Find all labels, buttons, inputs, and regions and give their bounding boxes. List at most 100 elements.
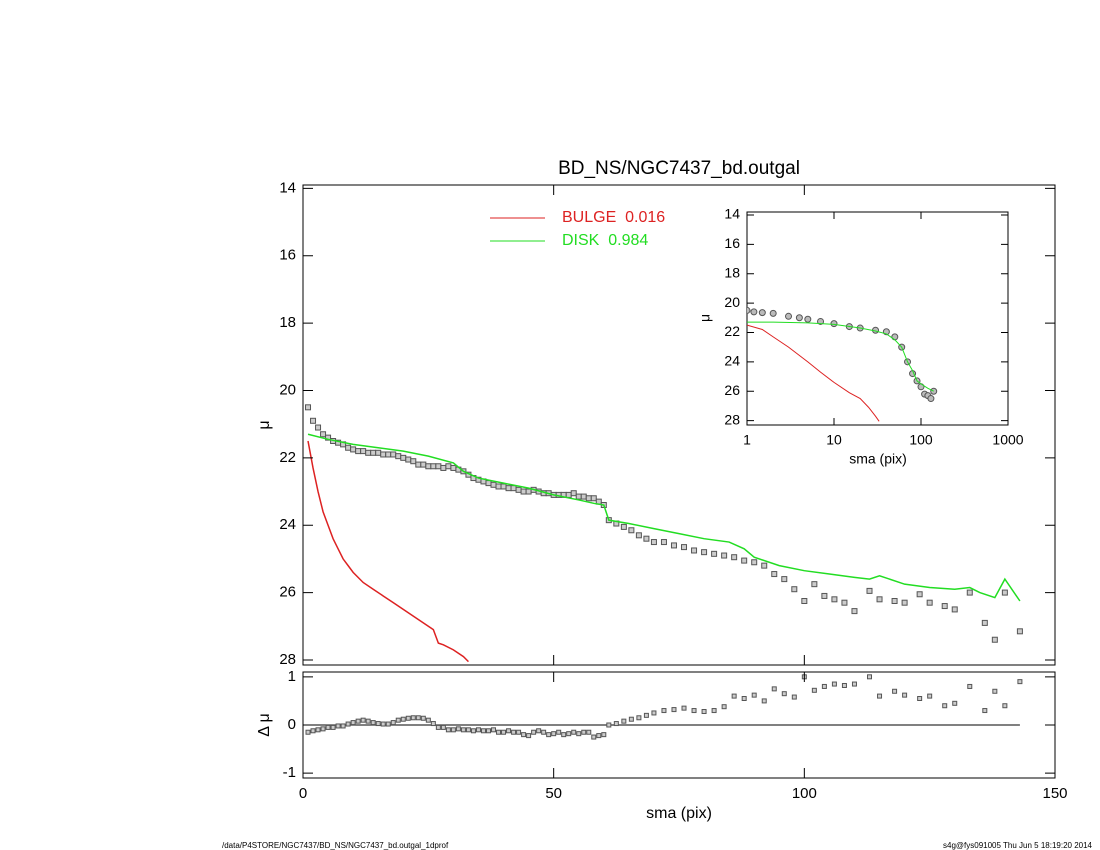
data-point — [425, 463, 432, 470]
data-point — [771, 571, 778, 578]
data-point — [565, 491, 572, 498]
residual-point — [355, 718, 361, 724]
residual-point — [340, 723, 346, 729]
residual-point — [661, 708, 667, 714]
residual-point — [701, 709, 707, 715]
y-tick-label: 16 — [279, 247, 296, 264]
legend-label: BULGE 0.016 — [562, 209, 665, 226]
residual-point — [781, 691, 787, 697]
y-tick-label: 18 — [724, 264, 740, 280]
data-point — [1001, 589, 1008, 596]
residual-point — [350, 720, 356, 726]
residual-point — [606, 722, 612, 728]
residual-point — [541, 729, 547, 735]
residual-point — [410, 715, 416, 721]
y-tick-label: 24 — [724, 353, 740, 369]
residual-point — [628, 716, 634, 722]
model-line — [307, 433, 1021, 602]
legend-label: DISK 0.984 — [562, 232, 648, 249]
residual-point — [651, 710, 657, 716]
residual-point — [491, 727, 497, 733]
residual-point — [1017, 679, 1023, 685]
residual-point — [496, 729, 502, 735]
data-point — [831, 596, 838, 603]
data-point — [380, 451, 387, 458]
residual-point — [330, 724, 336, 730]
x-axis-label: sma (pix) — [646, 805, 712, 822]
residual-point — [320, 726, 326, 732]
data-point — [750, 308, 758, 316]
data-point — [791, 586, 798, 593]
residual-point — [516, 729, 522, 735]
residual-point — [1002, 703, 1008, 709]
residual-point — [771, 686, 777, 692]
y-tick-label: 18 — [279, 314, 296, 331]
x-tick-label: 50 — [545, 785, 562, 802]
data-point — [660, 539, 667, 546]
residual-point — [892, 688, 898, 694]
residual-point — [536, 728, 542, 734]
data-point — [866, 587, 873, 594]
model-line — [747, 324, 880, 422]
data-point — [375, 449, 382, 456]
data-point — [769, 309, 777, 317]
data-point — [570, 490, 577, 497]
data-point — [525, 488, 532, 495]
residual-point — [613, 721, 619, 727]
residual-point — [556, 729, 562, 735]
data-point — [761, 562, 768, 569]
x-tick-label: 10 — [826, 432, 842, 448]
residual-point — [405, 715, 411, 721]
data-point — [811, 581, 818, 588]
residual-point — [942, 703, 948, 709]
data-point — [650, 539, 657, 546]
data-point — [310, 417, 317, 424]
data-point — [575, 493, 582, 500]
x-tick-label: 0 — [299, 785, 307, 802]
x-tick-label: 1 — [743, 432, 751, 448]
footer-left: /data/P4STORE/NGC7437/BD_NS/NGC7437_bd.o… — [222, 841, 449, 850]
residual-y-label: Δ μ — [256, 713, 273, 736]
residual-point — [440, 724, 446, 730]
y-tick-label: 28 — [724, 411, 740, 427]
residual-point — [546, 732, 552, 738]
data-point — [635, 532, 642, 539]
data-point — [821, 592, 828, 599]
y-tick-label: 26 — [279, 584, 296, 601]
residual-point — [671, 707, 677, 713]
y-tick-label: 0 — [288, 716, 296, 733]
data-point — [691, 547, 698, 554]
data-point — [495, 483, 502, 490]
x-tick-label: 1000 — [992, 432, 1023, 448]
data-point — [450, 464, 457, 471]
residual-point — [345, 721, 351, 727]
data-point — [515, 486, 522, 493]
residual-point — [370, 720, 376, 726]
residual-point — [395, 717, 401, 723]
y-tick-label: 26 — [724, 382, 740, 398]
data-point — [320, 431, 327, 438]
residual-point — [480, 728, 486, 734]
residual-point — [561, 732, 567, 738]
data-point — [741, 557, 748, 564]
data-point — [927, 395, 935, 403]
residual-point — [821, 683, 827, 689]
data-point — [580, 493, 587, 500]
residual-point — [315, 727, 321, 733]
x-tick-label: 100 — [792, 785, 817, 802]
residual-point — [621, 718, 627, 724]
residual-point — [681, 705, 687, 711]
residual-point — [475, 727, 481, 733]
residual-point — [415, 715, 421, 721]
y-tick-label: 24 — [279, 516, 296, 533]
residual-point — [831, 681, 837, 687]
residual-point — [390, 720, 396, 726]
residual-point — [551, 731, 557, 737]
residual-point — [465, 727, 471, 733]
residual-point — [751, 692, 757, 698]
residual-point — [310, 728, 316, 734]
residual-point — [731, 693, 737, 699]
data-point — [620, 523, 627, 530]
residual-point — [761, 698, 767, 704]
data-point — [430, 463, 437, 470]
